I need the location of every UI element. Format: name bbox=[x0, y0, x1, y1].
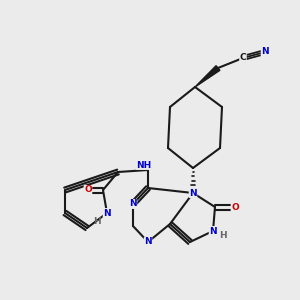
Text: O: O bbox=[231, 202, 239, 211]
Text: N: N bbox=[209, 226, 217, 236]
Polygon shape bbox=[195, 66, 220, 87]
Text: NH: NH bbox=[136, 160, 152, 169]
Text: N: N bbox=[103, 208, 111, 217]
Text: N: N bbox=[129, 200, 137, 208]
Text: O: O bbox=[84, 185, 92, 194]
Text: C: C bbox=[240, 53, 246, 62]
Text: N: N bbox=[261, 47, 269, 56]
Text: H: H bbox=[93, 217, 101, 226]
Text: N: N bbox=[189, 188, 197, 197]
Text: N: N bbox=[144, 238, 152, 247]
Text: H: H bbox=[219, 230, 227, 239]
